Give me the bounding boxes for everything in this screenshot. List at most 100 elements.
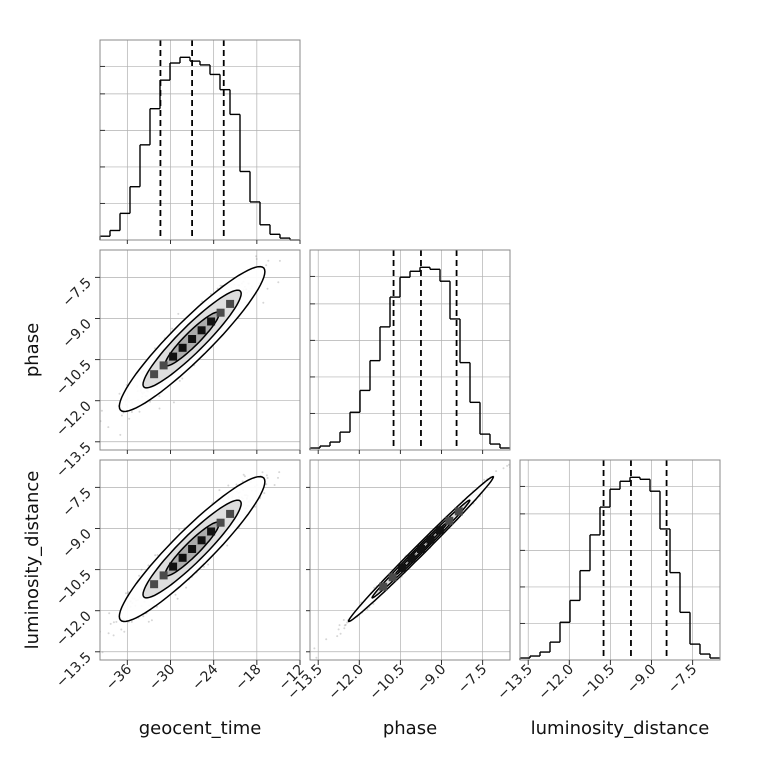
scatter-point [115,620,118,623]
x-tick-label-phase: −7.5 [455,662,490,697]
scatter-point [265,264,268,267]
density-peak [169,352,178,361]
scatter-point [226,544,229,547]
scatter-point [154,554,157,557]
scatter-point [343,624,346,627]
y-tick-label-luminosity_distance: −7.5 [59,485,94,520]
scatter-point [372,602,375,605]
density-peak [150,580,159,589]
y-tick-label-phase: −10.5 [53,357,95,399]
scatter-point [366,608,369,611]
scatter-point [266,287,269,290]
density-peak [398,563,407,572]
scatter-point [130,620,133,623]
density-peak [226,509,235,518]
x-tick-label-geocent_time: −24 [189,661,221,693]
scatter-point [502,467,505,470]
density-peak [445,516,454,525]
scatter-point [241,480,244,483]
y-tick-label-phase: −7.5 [59,275,94,310]
density-peak [216,518,225,527]
scatter-point [373,586,376,589]
axes-frame-phase-phase [309,249,511,451]
panel-geocent_time-luminosity_distance [96,457,281,654]
scatter-point [96,631,98,633]
scatter-point [147,620,150,623]
scatter-point [337,628,340,631]
scatter-point [107,632,110,635]
scatter-point [263,492,266,495]
scatter-point [315,656,318,659]
scatter-point [120,414,123,417]
density-peak [207,527,216,536]
scatter-point [119,433,122,436]
scatter-point [112,634,115,637]
density-peak [226,299,235,308]
panel-phase-luminosity_distance [313,463,510,659]
y-tick-label-phase: −9.0 [59,316,94,351]
scatter-point [261,471,264,474]
axes-frames [99,39,721,661]
density-peak [454,507,463,516]
x-tick-label-luminosity_distance: −12.0 [535,662,577,704]
x-tick-label-luminosity_distance: −7.5 [665,662,700,697]
scatter-point [274,457,276,459]
x-tick-label-luminosity_distance: −13.5 [494,662,536,704]
scatter-point [207,563,210,566]
scatter-point [242,473,245,476]
scatter-point [142,615,145,618]
density-peak [178,343,187,352]
x-tick-label-geocent_time: −30 [146,662,178,694]
scatter-point [108,612,111,615]
density-peak [159,361,168,370]
scatter-point [138,574,141,577]
density-peak [188,545,197,553]
density-peak [435,526,444,535]
scatter-point [218,489,221,492]
scatter-point [127,591,130,594]
y-axis-label-luminosity-distance: luminosity_distance [22,471,43,650]
scatter-point [176,597,179,600]
scatter-point [291,236,293,238]
density-peak [150,370,159,379]
scatter-point [255,255,258,258]
scatter-point [254,505,257,508]
scatter-point [339,632,342,635]
scatter-point [344,623,347,626]
density-peak [169,562,178,571]
scatter-point [483,478,486,481]
axes-frame-luminosity_distance-luminosity_distance [519,459,721,661]
scatter-point [109,622,112,625]
density-peak [407,554,416,563]
scatter-point [112,621,115,624]
x-axis-label-phase: phase [383,718,437,739]
scatter-point [313,647,316,650]
scatter-point [171,327,174,330]
scatter-point [185,586,188,589]
scatter-point [125,592,127,595]
scatter-point [202,565,205,568]
y-tick-label-phase: −13.5 [53,439,95,481]
x-tick-label-phase: −10.5 [367,662,409,704]
scatter-point [150,619,153,622]
x-tick-label-geocent_time: −18 [232,662,264,694]
scatter-point [346,621,349,624]
scatter-point [243,475,246,478]
y-tick-label-luminosity_distance: −12.0 [53,608,95,650]
scatter-point [227,484,230,487]
scatter-point [153,347,156,350]
scatter-point [495,470,498,473]
density-peak [159,571,168,580]
scatter-point [174,593,177,596]
scatter-point [128,417,131,420]
density-peak [178,553,187,562]
density-peak [426,535,435,544]
scatter-point [325,638,328,641]
scatter-point [158,407,161,410]
density-peak [388,573,397,582]
density-peak [197,536,206,545]
y-tick-label-luminosity_distance: −10.5 [53,567,95,609]
x-axis-label-luminosity-distance: luminosity_distance [531,718,710,739]
scatter-point [177,312,180,315]
